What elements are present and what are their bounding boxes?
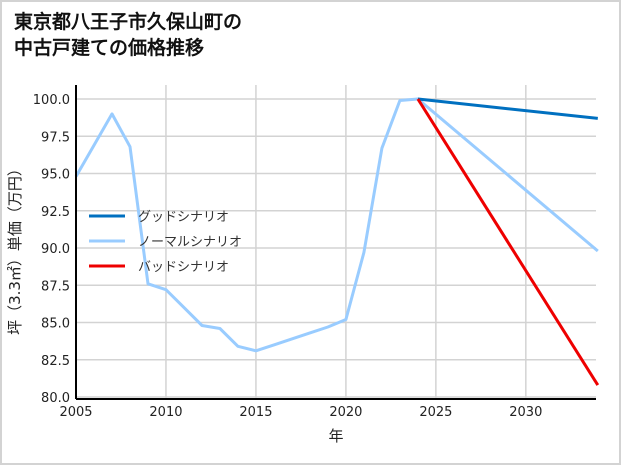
legend-label: バッドシナリオ [138, 260, 229, 275]
x-tick-label: 2010 [149, 405, 182, 420]
y-tick-labels: 80.0 82.5 85.0 87.5 90.0 92.5 95.0 97.5 100.0 [33, 93, 70, 406]
series-line-0 [417, 97, 598, 120]
x-tick-label: 2015 [239, 405, 272, 420]
x-tick-label: 2005 [59, 405, 92, 420]
axes [75, 85, 596, 400]
y-tick-label: 100.0 [33, 93, 70, 108]
legend-label: グッドシナリオ [138, 210, 229, 225]
chart-title-line-1: 東京都八王子市久保山町の [14, 11, 243, 33]
y-axis-label: 坪（3.3㎡）単価（万円） [6, 161, 24, 335]
x-tick-label: 2020 [329, 405, 362, 420]
y-tick-label: 87.5 [41, 279, 70, 294]
y-tick-label: 85.0 [41, 317, 70, 332]
y-tick-label: 80.0 [41, 391, 70, 406]
x-axis-label: 年 [328, 427, 343, 445]
legend-label: ノーマルシナリオ [138, 235, 242, 250]
chart-title-line-2: 中古戸建ての価格推移 [14, 37, 205, 59]
x-tick-label: 2025 [419, 405, 452, 420]
x-tick-labels: 2005 2010 2015 2020 2025 2030 [59, 405, 542, 420]
y-tick-label: 82.5 [41, 354, 70, 369]
y-tick-label: 90.0 [41, 242, 70, 257]
y-tick-label: 97.5 [41, 130, 70, 145]
series-lines [74, 97, 600, 386]
chart-title: 東京都八王子市久保山町の 中古戸建ての価格推移 [14, 9, 242, 61]
y-tick-label: 95.0 [41, 168, 70, 183]
series-line-2 [416, 98, 600, 386]
x-tick-label: 2030 [509, 405, 542, 420]
series-line-1 [74, 97, 599, 353]
y-tick-label: 92.5 [41, 205, 70, 220]
